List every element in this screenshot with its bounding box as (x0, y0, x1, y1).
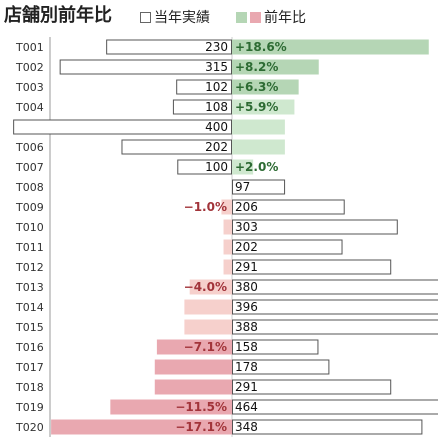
current-bar-T018 (232, 379, 392, 395)
yoy-bar-T011 (223, 239, 232, 255)
yoy-bar-T002 (232, 59, 319, 75)
current-bar-T009 (232, 199, 345, 215)
yoy-bar-T003 (232, 79, 299, 95)
current-value-T011: 202 (235, 240, 258, 254)
yoy-bar-T018 (154, 379, 232, 395)
yoy-label-T009: −1.0% (184, 200, 227, 214)
store-label-T003: T003 (15, 81, 44, 94)
current-bar-T003 (176, 79, 232, 95)
yoy-label-T019: −11.5% (175, 400, 227, 414)
yoy-bar-T012 (223, 259, 232, 275)
yoy-label-T013: −4.0% (184, 280, 227, 294)
current-value-T005: 400 (205, 120, 228, 134)
current-bar-T014 (232, 299, 438, 315)
yoy-bar-T004 (232, 99, 295, 115)
current-value-T008: 97 (235, 180, 250, 194)
current-bar-T012 (232, 259, 392, 275)
current-bar-T020 (232, 419, 423, 435)
current-value-T001: 230 (205, 40, 228, 54)
current-bar-T019 (232, 399, 438, 415)
store-label-T009: T009 (15, 201, 44, 214)
yoy-bar-T010 (223, 219, 232, 235)
current-value-T010: 303 (235, 220, 258, 234)
current-value-T020: 348 (235, 420, 258, 434)
store-label-T014: T014 (15, 301, 44, 314)
store-label-T020: T020 (15, 421, 44, 434)
current-bar-T008 (232, 179, 286, 195)
legend-yoy: 前年比 (236, 7, 306, 27)
yoy-bar-T006 (232, 139, 285, 155)
yoy-label-T020: −17.1% (175, 420, 227, 434)
store-label-T017: T017 (15, 361, 44, 374)
current-bar-T015 (232, 319, 438, 335)
store-label-T013: T013 (15, 281, 44, 294)
current-bar-T017 (232, 359, 330, 375)
current-value-T018: 291 (235, 380, 258, 394)
current-bar-T013 (232, 279, 438, 295)
store-label-T001: T001 (15, 41, 44, 54)
legend-yoy-negative-swatch (250, 12, 261, 23)
yoy-label-T007: +2.0% (235, 160, 278, 174)
store-label-T008: T008 (15, 181, 44, 194)
yoy-label-T002: +8.2% (235, 60, 278, 74)
current-bar-T011 (232, 239, 343, 255)
chart-header: 店舗別前年比 当年実績 前年比 (0, 0, 438, 32)
chart-title: 店舗別前年比 (4, 5, 112, 26)
current-bar-T004 (172, 99, 232, 115)
current-value-T019: 464 (235, 400, 258, 414)
current-bar-T010 (232, 219, 398, 235)
yoy-bar-T015 (184, 319, 232, 335)
store-label-T015: T015 (15, 321, 44, 334)
legend-current-label: 当年実績 (154, 10, 210, 26)
yoy-label-T003: +6.3% (235, 80, 278, 94)
current-value-T014: 396 (235, 300, 258, 314)
store-label-T007: T007 (15, 161, 44, 174)
current-value-T012: 291 (235, 260, 258, 274)
current-bar-T016 (232, 339, 319, 355)
store-label-T011: T011 (15, 241, 44, 254)
yoy-bar-T019 (110, 399, 232, 415)
current-value-T009: 206 (235, 200, 258, 214)
legend-yoy-positive-swatch (236, 12, 247, 23)
current-value-T015: 388 (235, 320, 258, 334)
store-label-T012: T012 (15, 261, 44, 274)
current-bar-T006 (121, 139, 232, 155)
current-value-T007: 100 (205, 160, 228, 174)
current-value-T017: 178 (235, 360, 258, 374)
current-value-T013: 380 (235, 280, 258, 294)
yoy-label-T004: +5.9% (235, 100, 278, 114)
store-label-T018: T018 (15, 381, 44, 394)
store-label-T010: T010 (15, 221, 44, 234)
yoy-bar-T001 (232, 39, 429, 55)
yoy-bar-T005 (232, 119, 285, 135)
store-label-T006: T006 (15, 141, 44, 154)
store-label-T016: T016 (15, 341, 44, 354)
legend-yoy-label: 前年比 (264, 10, 306, 26)
store-label-T004: T004 (15, 101, 44, 114)
yoy-bar-T020 (51, 419, 232, 435)
legend-current-swatch (140, 12, 151, 23)
legend-current-year: 当年実績 (140, 7, 210, 27)
yoy-label-T001: +18.6% (235, 40, 287, 54)
current-value-T016: 158 (235, 340, 258, 354)
current-value-T004: 108 (205, 100, 228, 114)
current-bar-T001 (106, 39, 232, 55)
yoy-bar-T014 (184, 299, 232, 315)
yoy-bar-T009 (221, 199, 232, 215)
store-label-T019: T019 (15, 401, 44, 414)
yoy-bar-T013 (189, 279, 232, 295)
current-value-T003: 102 (205, 80, 228, 94)
store-label-T002: T002 (15, 61, 44, 74)
current-value-T006: 202 (205, 140, 228, 154)
current-value-T002: 315 (205, 60, 228, 74)
yoy-bar-T007 (232, 159, 254, 175)
current-bar-T005 (13, 119, 233, 135)
yoy-bar-T016 (156, 339, 232, 355)
current-bar-T007 (177, 159, 233, 175)
yoy-label-T016: −7.1% (184, 340, 227, 354)
current-bar-T002 (59, 59, 233, 75)
yoy-bar-T017 (154, 359, 232, 375)
